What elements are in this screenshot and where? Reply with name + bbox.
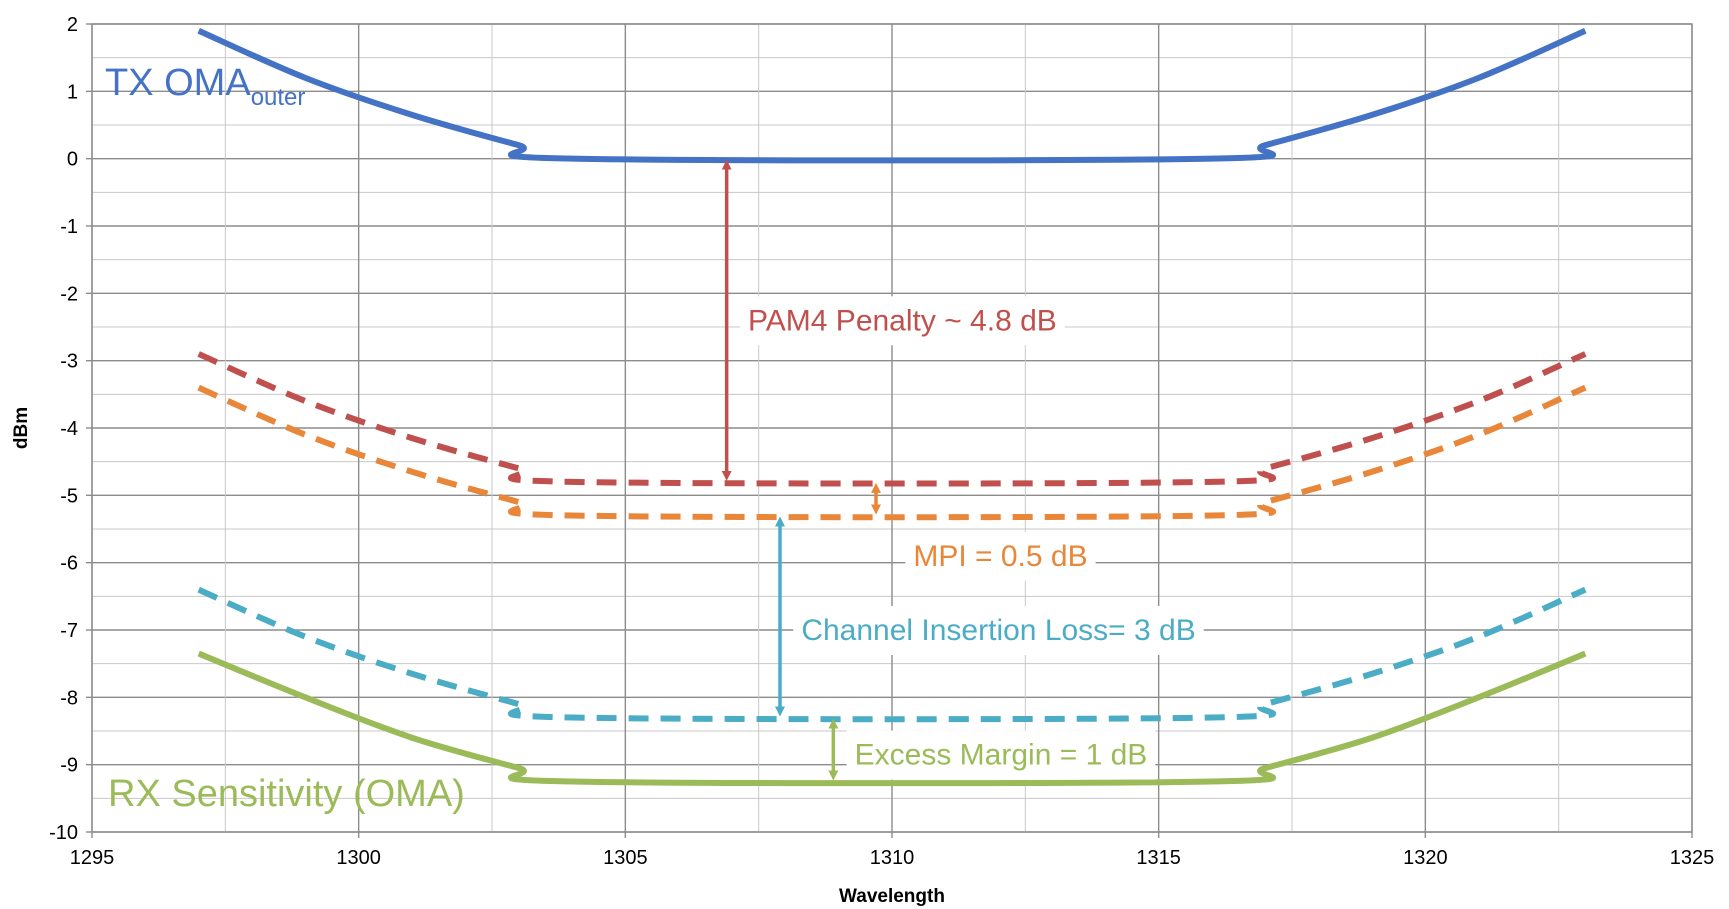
y-tick-label: -7 xyxy=(60,620,78,642)
y-tick-label: 2 xyxy=(67,14,78,36)
series-line-rx-sensitivity xyxy=(197,650,1587,787)
y-tick-label: -1 xyxy=(60,216,78,238)
grid xyxy=(91,23,1693,833)
series-label-tx-oma: TX OMAouter xyxy=(105,62,305,111)
x-axis-title: Wavelength xyxy=(839,886,945,907)
series-line-cil-level xyxy=(197,586,1587,723)
series-labels: TX OMAouter RX Sensitivity (OMA) xyxy=(105,62,465,815)
y-tick-label: -6 xyxy=(60,553,78,575)
annotation-pam4-penalty: PAM4 Penalty ~ 4.8 dB xyxy=(740,296,1065,346)
annotation-excess-margin: Excess Margin = 1 dB xyxy=(846,730,1156,780)
annotation-text-pam4-penalty: PAM4 Penalty ~ 4.8 dB xyxy=(748,304,1057,337)
series-line-pam4-level xyxy=(197,351,1587,487)
annotation-mpi: MPI = 0.5 dB xyxy=(905,531,1096,581)
series-group xyxy=(197,27,1587,787)
y-axis-title: dBm xyxy=(11,407,32,449)
y-tick-label: 0 xyxy=(67,149,78,171)
y-tick-label: 1 xyxy=(67,81,78,103)
annotation-text-excess-margin: Excess Margin = 1 dB xyxy=(855,739,1148,772)
x-tick-label: 1325 xyxy=(1670,847,1715,869)
series-label-rx-sensitivity: RX Sensitivity (OMA) xyxy=(108,773,465,815)
annotation-text-channel-insertion-loss: Channel Insertion Loss= 3 dB xyxy=(801,614,1195,647)
series-line-mpi-level xyxy=(197,384,1587,521)
x-tick-label: 1300 xyxy=(336,847,381,869)
y-tick-label: -3 xyxy=(60,351,78,373)
y-tick-label: -4 xyxy=(60,418,78,440)
y-tick-label: -8 xyxy=(60,687,78,709)
x-tick-label: 1320 xyxy=(1403,847,1448,869)
annotation-channel-insertion-loss: Channel Insertion Loss= 3 dB xyxy=(793,606,1204,655)
x-tick-label: 1310 xyxy=(870,847,915,869)
annotation-box xyxy=(740,296,1065,346)
x-tick-label: 1315 xyxy=(1136,847,1181,869)
y-tick-label: -10 xyxy=(49,822,78,844)
x-tick-label: 1295 xyxy=(70,847,115,869)
annotation-box xyxy=(846,730,1156,780)
x-tick-label: 1305 xyxy=(603,847,648,869)
y-tick-label: -5 xyxy=(60,485,78,507)
annotation-text-mpi: MPI = 0.5 dB xyxy=(913,540,1087,573)
y-tick-label: -9 xyxy=(60,755,78,777)
series-line-tx-oma xyxy=(197,27,1587,164)
annotation-box xyxy=(793,606,1204,655)
annotation-box xyxy=(905,531,1096,581)
y-tick-label: -2 xyxy=(60,283,78,305)
annotations: PAM4 Penalty ~ 4.8 dB MPI = 0.5 dB Channel… xyxy=(721,159,1204,781)
